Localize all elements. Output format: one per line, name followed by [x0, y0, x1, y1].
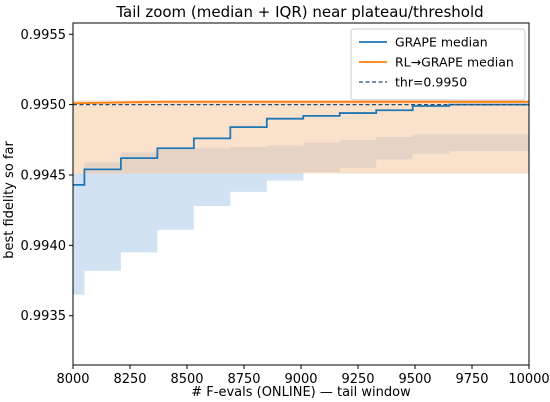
x-tick-label: 8500	[170, 372, 203, 387]
legend-label: GRAPE median	[395, 35, 488, 50]
plot-clip-group	[73, 100, 529, 295]
chart-title: Tail zoom (median + IQR) near plateau/th…	[115, 3, 483, 21]
legend-label: thr=0.9950	[395, 75, 467, 90]
series-line-1	[73, 100, 529, 105]
x-tick-label: 8000	[56, 372, 89, 387]
plot-area	[73, 100, 529, 295]
y-tick-label: 0.9950	[21, 98, 67, 113]
x-tick-label: 9000	[284, 372, 317, 387]
x-tick-label: 8250	[113, 372, 146, 387]
series-line-0	[73, 103, 529, 186]
x-tick-label: 8750	[227, 372, 260, 387]
iqr-band-1	[73, 100, 529, 174]
y-tick-label: 0.9955	[21, 28, 67, 43]
x-tick-label: 9250	[341, 372, 374, 387]
y-tick-label: 0.9940	[21, 239, 67, 254]
y-axis-title: best fidelity so far	[2, 141, 17, 259]
x-tick-label: 9750	[455, 372, 488, 387]
iqr-band-0	[73, 134, 529, 295]
y-tick-label: 0.9945	[21, 169, 67, 184]
legend: GRAPE median RL→GRAPE median thr=0.9950	[350, 28, 526, 101]
legend-label: RL→GRAPE median	[395, 55, 514, 70]
x-axis-title: # F-evals (ONLINE) — tail window	[191, 385, 411, 400]
legend-box	[350, 28, 526, 101]
axes: 8000 8250 8500 8750 9000 9250 9500 9750 10000 0.9…	[21, 22, 550, 387]
y-tick-label: 0.9935	[21, 309, 67, 324]
x-tick-label: 10000	[508, 372, 549, 387]
x-tick-label: 9500	[398, 372, 431, 387]
